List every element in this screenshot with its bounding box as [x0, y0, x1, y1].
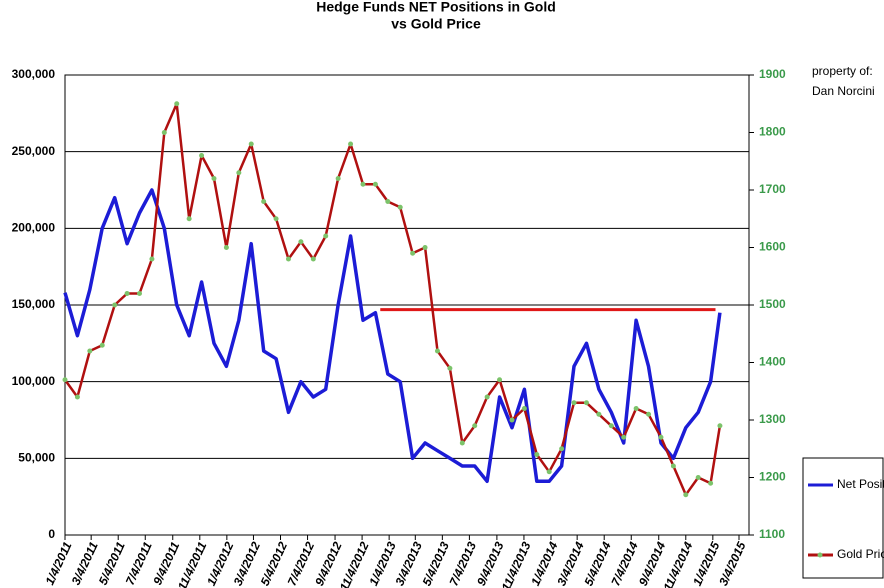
legend-label: Net Position	[837, 477, 884, 491]
series-marker	[708, 480, 714, 486]
y-tick-label: 100,000	[12, 374, 56, 388]
series-marker	[571, 400, 577, 406]
y-tick-label: 50,000	[18, 451, 55, 465]
y-tick-label: 150,000	[12, 297, 56, 311]
series-marker	[124, 291, 130, 296]
series-marker	[149, 256, 155, 262]
series-marker	[248, 141, 254, 147]
series-marker	[583, 400, 589, 406]
series-marker	[186, 216, 192, 222]
y2-tick-label: 1800	[759, 125, 786, 139]
series-marker	[683, 492, 689, 498]
series-marker	[521, 406, 527, 411]
series-marker	[372, 181, 378, 187]
series-marker	[112, 302, 118, 308]
legend-marker	[817, 552, 823, 558]
series-marker	[447, 365, 453, 371]
legend-box	[802, 457, 884, 579]
series-marker	[211, 176, 217, 181]
series-marker	[434, 348, 440, 354]
series-marker	[596, 411, 602, 417]
series-marker	[199, 153, 205, 158]
series-marker	[534, 452, 540, 457]
series-marker	[298, 239, 304, 245]
series-marker	[323, 233, 329, 239]
series-line	[63, 102, 722, 497]
annotation: property of:	[812, 64, 873, 78]
series-marker	[285, 256, 291, 262]
series-marker	[546, 469, 552, 475]
series-marker	[335, 176, 341, 181]
series-marker	[459, 440, 465, 446]
y2-tick-label: 1500	[759, 297, 786, 311]
annotation: Dan Norcini	[812, 84, 875, 98]
series-marker	[174, 101, 180, 107]
series-line	[63, 188, 722, 484]
y2-tick-label: 1600	[759, 240, 786, 254]
y2-tick-label: 1100	[759, 527, 785, 541]
series-marker	[670, 463, 676, 469]
series-marker	[236, 170, 242, 176]
y-tick-label: 300,000	[12, 67, 56, 81]
plot-area	[64, 74, 750, 536]
series-marker	[310, 256, 316, 262]
series-marker	[261, 199, 267, 204]
series-marker	[161, 130, 167, 135]
series-marker	[509, 417, 515, 423]
series-marker	[62, 377, 68, 383]
y2-tick-label: 1900	[759, 67, 786, 81]
series-marker	[633, 406, 639, 411]
y2-tick-label: 1200	[759, 470, 786, 484]
series-marker	[497, 377, 503, 383]
series-marker	[385, 199, 391, 204]
series-marker	[223, 245, 229, 250]
chart-title: vs Gold Price	[391, 16, 481, 32]
y-tick-label: 0	[48, 527, 55, 541]
series-marker	[410, 250, 416, 256]
chart-title: Hedge Funds NET Positions in Gold	[316, 0, 556, 15]
series-marker	[74, 394, 80, 400]
series-marker	[422, 245, 428, 250]
y-tick-label: 250,000	[12, 144, 56, 158]
legend-label: Gold Price	[837, 547, 884, 561]
y2-tick-label: 1300	[759, 412, 786, 426]
series-marker	[136, 291, 142, 296]
series-marker	[559, 446, 565, 452]
series-marker	[658, 434, 664, 440]
y-tick-label: 200,000	[12, 221, 56, 235]
series-marker	[472, 423, 478, 429]
y2-tick-label: 1700	[759, 182, 786, 196]
series-marker	[397, 204, 403, 210]
series-marker	[87, 348, 93, 354]
series-marker	[608, 423, 614, 429]
series-marker	[273, 216, 279, 222]
y2-tick-label: 1400	[759, 355, 786, 369]
series-marker	[99, 342, 105, 348]
series-marker	[360, 181, 366, 187]
series-marker	[484, 394, 490, 400]
series-marker	[348, 141, 354, 147]
series-marker	[695, 475, 701, 480]
series-marker	[717, 423, 723, 429]
series-marker	[646, 411, 652, 417]
series-marker	[621, 434, 627, 440]
